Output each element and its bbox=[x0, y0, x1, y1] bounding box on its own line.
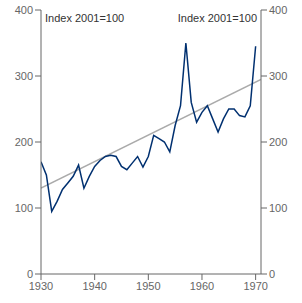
svg-text:100: 100 bbox=[269, 202, 287, 214]
html-text:Index 2001=100: Index 2001=100 bbox=[177, 12, 257, 24]
svg-text:300: 300 bbox=[15, 70, 33, 82]
svg-text:0: 0 bbox=[27, 268, 33, 280]
svg-text:0: 0 bbox=[269, 268, 275, 280]
svg-text:1950: 1950 bbox=[136, 280, 160, 292]
svg-text:200: 200 bbox=[269, 136, 287, 148]
svg-text:300: 300 bbox=[269, 70, 287, 82]
svg-text:100: 100 bbox=[15, 202, 33, 214]
svg-text:400: 400 bbox=[15, 4, 33, 16]
svg-text:1930: 1930 bbox=[29, 280, 53, 292]
html-text:Index 2001=100: Index 2001=100 bbox=[45, 12, 125, 24]
svg-text:1970: 1970 bbox=[243, 280, 267, 292]
svg-text:1960: 1960 bbox=[190, 280, 214, 292]
svg-text:200: 200 bbox=[15, 136, 33, 148]
svg-text:1940: 1940 bbox=[82, 280, 106, 292]
svg-text:400: 400 bbox=[269, 4, 287, 16]
